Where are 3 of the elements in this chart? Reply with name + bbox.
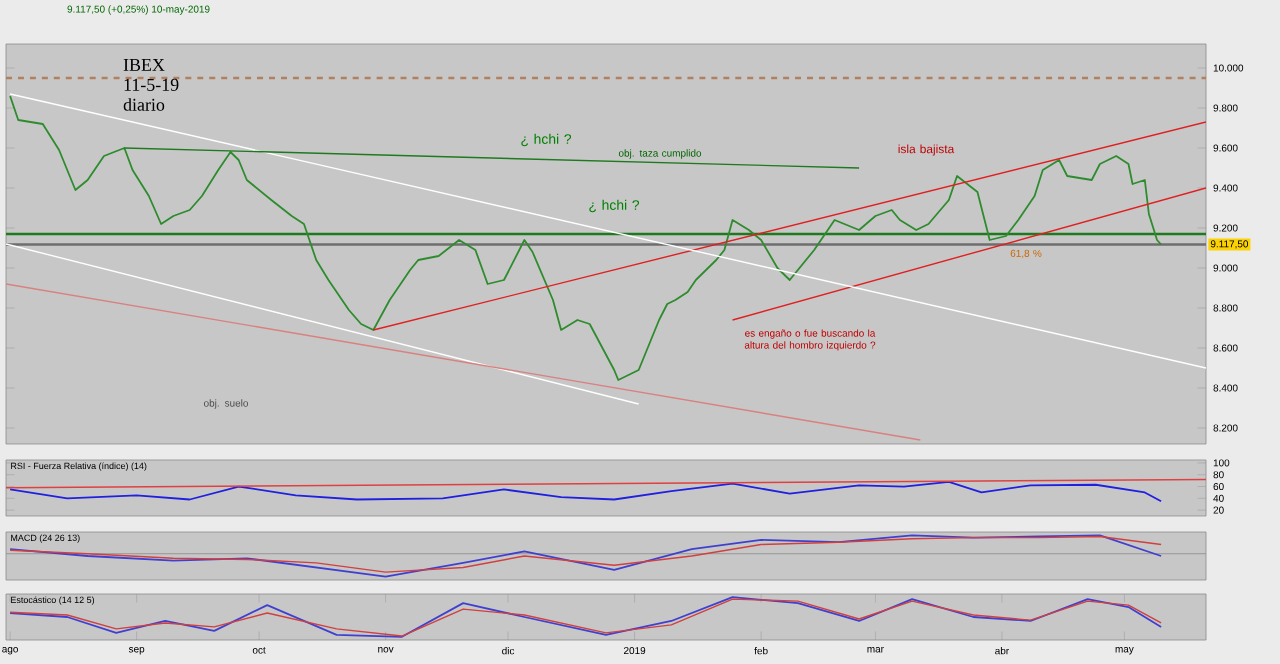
text: IBEX	[123, 59, 165, 71]
text: 11-5-19	[124, 78, 179, 91]
annotation: diario	[123, 98, 165, 111]
